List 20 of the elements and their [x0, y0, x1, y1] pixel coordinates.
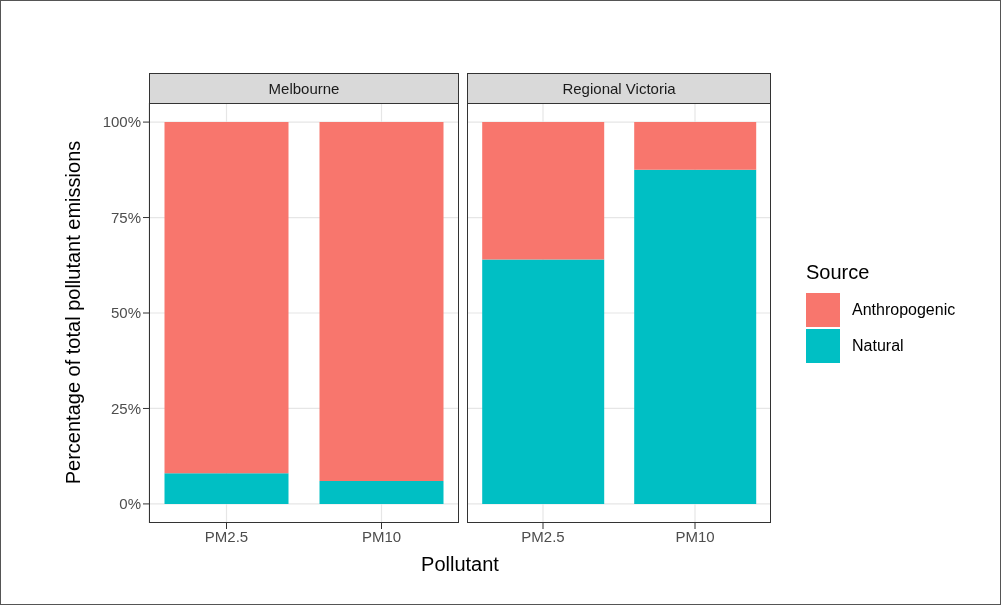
chart-title: Regional Victoria [467, 73, 771, 104]
legend-label: Anthropogenic [852, 301, 956, 319]
x-tick-label: PM2.5 [521, 527, 565, 545]
bar [164, 473, 289, 504]
y-tick-label: 75% [110, 208, 141, 226]
y-tick-label: 50% [110, 304, 141, 322]
x-tick-label: PM10 [675, 527, 715, 545]
chart-title: Melbourne [149, 73, 459, 104]
bar [164, 122, 289, 474]
legend-label: Natural [852, 337, 904, 355]
y-tick-label: 100% [102, 113, 141, 131]
x-axis-title: Pollutant [420, 553, 500, 576]
x-tick-label: PM10 [361, 527, 402, 545]
x-tick-label: PM2.5 [204, 527, 249, 545]
y-tick-label: 0% [119, 495, 141, 513]
bar [319, 481, 444, 504]
y-axis-title: Percentage of total pollutant emissions [61, 139, 85, 487]
legend-title: Source [806, 261, 871, 284]
bar [319, 122, 444, 481]
y-tick-label: 25% [110, 399, 141, 417]
